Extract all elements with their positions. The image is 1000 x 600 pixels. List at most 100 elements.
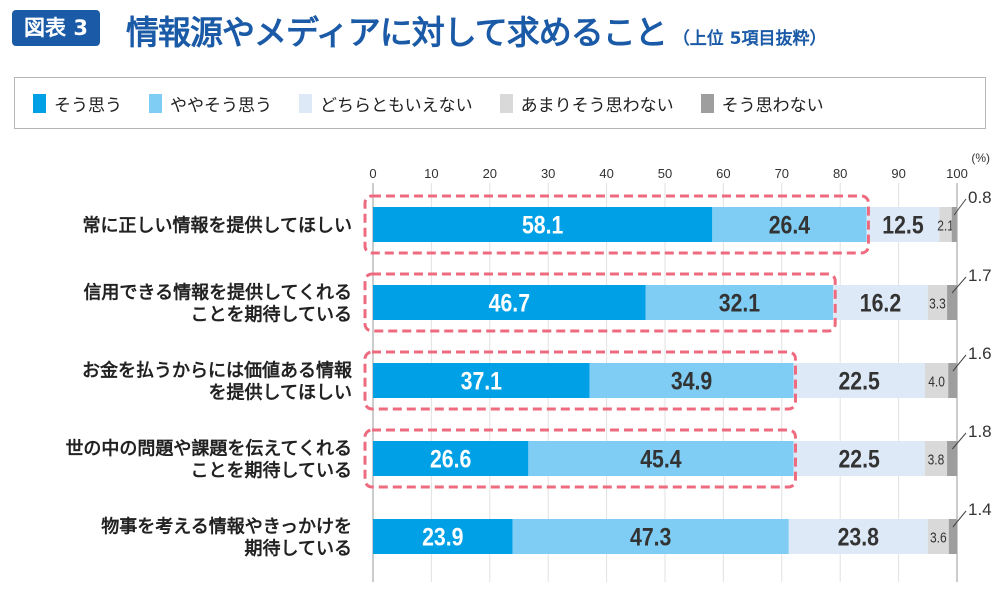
legend-swatch: [149, 93, 162, 113]
legend: そう思う ややそう思う どちらともいえない あまりそう思わない そう思わない: [14, 77, 986, 129]
category-label: ことを期待している: [191, 304, 352, 326]
leader-line: [952, 510, 967, 528]
bar-segment: [951, 207, 957, 242]
data-label: 12.5: [882, 211, 923, 239]
bar-segment: [528, 441, 794, 476]
data-label: 23.8: [838, 523, 879, 551]
data-label: 2.1: [937, 217, 954, 234]
bar-segment: [947, 285, 957, 320]
data-label: 1.6: [968, 344, 992, 363]
tick-label: 90: [891, 166, 905, 181]
bar-segment: [373, 519, 513, 554]
leader-line: [951, 276, 967, 294]
legend-item: そう思わない: [700, 91, 824, 116]
legend-swatch: [700, 93, 714, 113]
category-label: ことを期待している: [191, 460, 352, 482]
data-label: 32.1: [719, 289, 760, 317]
bar-segment: [939, 207, 952, 242]
bar-segment: [948, 519, 957, 554]
legend-label: そう思う: [54, 95, 122, 116]
data-label: 3.3: [929, 295, 946, 312]
data-label: 16.2: [860, 289, 901, 317]
data-label: 3.6: [930, 529, 947, 546]
data-label: 1.7: [968, 266, 992, 285]
tick-label: 30: [541, 166, 555, 181]
bar-segment: [927, 285, 948, 320]
highlight-box: [363, 194, 870, 255]
data-label: 4.0: [928, 373, 945, 390]
category-label: 期待している: [245, 538, 352, 560]
category-label: 世の中の問題や課題を伝えてくれる: [65, 438, 352, 460]
tick-label: 50: [658, 166, 672, 181]
data-label: 26.6: [430, 445, 471, 473]
figure-badge: 図表 3: [12, 10, 100, 46]
highlight-box: [363, 272, 837, 333]
bar-segment: [712, 207, 867, 242]
bar-segment: [589, 363, 794, 398]
page-title: 情報源やメディアに対して求めること （上位 5項目抜粋）: [126, 6, 826, 54]
bar-segment: [947, 441, 958, 476]
legend-label: そう思わない: [721, 95, 824, 116]
legend-swatch: [33, 93, 46, 113]
bar-segment: [373, 207, 713, 242]
legend-swatch: [499, 93, 513, 113]
legend-item: ややそう思う: [149, 91, 272, 116]
highlight-box: [363, 428, 797, 489]
bar-segment: [512, 519, 789, 554]
category-label: お金を払うからには価値ある情報: [82, 360, 353, 382]
data-label: 58.1: [522, 211, 563, 239]
data-label: 3.8: [928, 451, 945, 468]
tick-label: 0: [369, 166, 376, 181]
legend-item: あまりそう思わない: [499, 91, 674, 116]
legend-item: そう思う: [33, 91, 122, 116]
category-label: を提供してほしい: [209, 382, 352, 404]
data-label: 22.5: [839, 445, 880, 473]
bar-segment: [833, 285, 928, 320]
category-label: 信用できる情報を提供してくれる: [83, 282, 352, 304]
unit-label: (%): [971, 151, 990, 165]
bar-segment: [924, 363, 949, 398]
data-label: 47.3: [630, 523, 671, 551]
leader-line: [953, 198, 967, 216]
legend-label: ややそう思う: [170, 95, 272, 116]
bar-segment: [866, 207, 940, 242]
bar-segment: [373, 363, 590, 398]
highlight-box: [363, 350, 797, 411]
legend-label: あまりそう思わない: [520, 95, 674, 116]
legend-swatch: [299, 93, 312, 113]
tick-label: 80: [833, 166, 847, 181]
tick-label: 100: [946, 166, 968, 181]
data-label: 46.7: [489, 289, 530, 317]
tick-label: 10: [424, 166, 438, 181]
data-label: 34.9: [671, 367, 712, 395]
tick-label: 40: [599, 166, 613, 181]
data-label: 1.8: [968, 422, 992, 441]
bar-segment: [793, 363, 925, 398]
tick-label: 20: [483, 166, 497, 181]
bar-segment: [924, 441, 948, 476]
category-label: 常に正しい情報を提供してほしい: [83, 215, 352, 237]
title-text: 情報源やメディアに対して求めること: [126, 13, 668, 52]
bar-segment: [373, 441, 529, 476]
title-subtitle: （上位 5項目抜粋）: [672, 29, 827, 49]
category-label: 物事を考える情報やきっかけを: [101, 516, 352, 538]
bar-segment: [645, 285, 834, 320]
leader-line: [951, 432, 967, 450]
bar-segment: [373, 285, 646, 320]
tick-label: 70: [775, 166, 789, 181]
data-label: 1.4: [968, 500, 992, 519]
bar-segment: [793, 441, 925, 476]
bar-segment: [948, 363, 958, 398]
bar-segment: [927, 519, 949, 554]
leader-line: [952, 354, 967, 372]
data-label: 37.1: [461, 367, 502, 395]
data-label: 0.8: [968, 188, 992, 207]
data-label: 26.4: [769, 211, 810, 239]
tick-label: 60: [716, 166, 730, 181]
data-label: 45.4: [640, 445, 681, 473]
bar-segment: [788, 519, 928, 554]
legend-item: どちらともいえない: [299, 91, 473, 116]
data-label: 23.9: [422, 523, 463, 551]
data-label: 22.5: [839, 367, 880, 395]
